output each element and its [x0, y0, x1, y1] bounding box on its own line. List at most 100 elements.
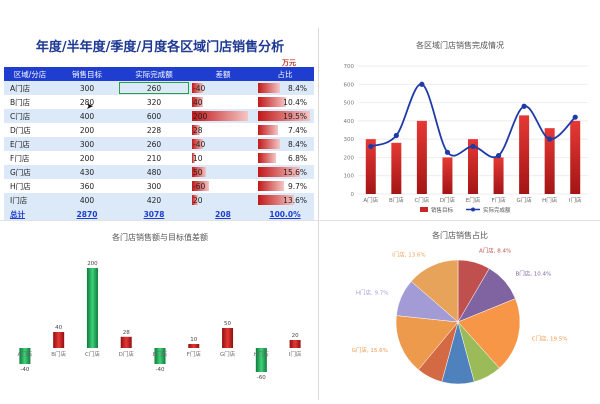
- cell-diff[interactable]: 28: [190, 123, 256, 137]
- table-row[interactable]: B门店 280 320 40 10.4%: [4, 95, 314, 109]
- cell-actual[interactable]: 228: [118, 123, 190, 137]
- total-label[interactable]: 总计: [4, 207, 56, 221]
- cell-pct[interactable]: 8.4%: [256, 81, 314, 95]
- share-chart-title: 各门店销售占比: [432, 230, 488, 240]
- cell-target[interactable]: 280: [56, 95, 118, 109]
- total-pct[interactable]: 100.0%: [256, 207, 314, 221]
- share-chart-panel[interactable]: 各门店销售占比 A门店, 8.4% B门店, 10.4% C门店, 19.5% G门店,…: [320, 222, 600, 400]
- x-tick-label: D门店: [119, 350, 135, 358]
- y-tick-label: 100: [344, 174, 355, 180]
- header-diff[interactable]: 差额: [190, 67, 256, 81]
- table-row[interactable]: A门店 300 260 -40 8.4%: [4, 81, 314, 95]
- cell-target[interactable]: 400: [56, 193, 118, 207]
- cell-store[interactable]: F门店: [4, 151, 56, 165]
- cell-store[interactable]: B门店: [4, 95, 56, 109]
- y-tick-label: 700: [344, 64, 355, 70]
- pct-databar: [258, 195, 295, 205]
- cell-target[interactable]: 400: [56, 109, 118, 123]
- cell-pct[interactable]: 8.4%: [256, 137, 314, 151]
- table-row[interactable]: I门店 400 420 20 13.6%: [4, 193, 314, 207]
- cell-pct[interactable]: 7.4%: [256, 123, 314, 137]
- total-diff[interactable]: 208: [190, 207, 256, 221]
- completion-chart-panel[interactable]: 各区域门店销售完成情况 0 100 200 300 400 500 600 700 A门店 B门店 C…: [320, 0, 600, 222]
- cell-store[interactable]: C门店: [4, 109, 56, 123]
- target-bar: [442, 157, 453, 194]
- table-row[interactable]: D门店 200 228 28 7.4%: [4, 123, 314, 137]
- cell-diff[interactable]: -60: [190, 179, 256, 193]
- pct-databar: [258, 125, 278, 135]
- table-row[interactable]: G门店 430 480 50 15.6%: [4, 165, 314, 179]
- cell-pct[interactable]: 15.6%: [256, 165, 314, 179]
- cell-actual[interactable]: 420: [118, 193, 190, 207]
- x-tick-label: D门店: [440, 196, 456, 204]
- pie-data-label: B门店, 10.4%: [515, 270, 551, 278]
- cell-pct[interactable]: 6.8%: [256, 151, 314, 165]
- difference-data-label: 28: [123, 330, 130, 336]
- cell-store[interactable]: E门店: [4, 137, 56, 151]
- target-bar: [468, 139, 478, 194]
- cell-pct-value: 13.6%: [283, 195, 307, 205]
- cell-actual[interactable]: 600: [118, 109, 190, 123]
- cell-diff-value: -40: [193, 139, 206, 149]
- cell-pct[interactable]: 10.4%: [256, 95, 314, 109]
- actual-point: [393, 132, 399, 139]
- difference-data-label: -60: [257, 375, 266, 381]
- cell-diff[interactable]: -40: [190, 81, 256, 95]
- actual-point: [368, 143, 374, 150]
- cell-target[interactable]: 430: [56, 165, 118, 179]
- header-store[interactable]: 区域/分店: [4, 67, 56, 81]
- cell-target[interactable]: 200: [56, 151, 118, 165]
- cell-store[interactable]: D门店: [4, 123, 56, 137]
- actual-point: [444, 149, 451, 155]
- target-bar: [493, 157, 504, 194]
- cell-diff[interactable]: 20: [190, 193, 256, 207]
- cell-target[interactable]: 360: [56, 179, 118, 193]
- difference-chart-panel[interactable]: 各门店销售额与目标值差额 -40 A门店 40 B门店 200 C门店 28 D门店 -40 E门店…: [0, 222, 320, 400]
- diff-databar: [192, 97, 204, 107]
- panel-divider-horizontal: [0, 220, 600, 221]
- table-row[interactable]: H门店 360 300 -60 9.7%: [4, 179, 314, 193]
- table-total-row[interactable]: 总计 2870 3078 208 100.0%: [4, 207, 314, 221]
- cell-pct[interactable]: 13.6%: [256, 193, 314, 207]
- total-target[interactable]: 2870: [56, 207, 118, 221]
- cell-diff-value: 200: [193, 111, 208, 121]
- cell-target[interactable]: 300: [56, 137, 118, 151]
- table-row[interactable]: C门店 400 600 200 19.5%: [4, 109, 314, 123]
- cell-target[interactable]: 300: [56, 81, 118, 95]
- cell-actual[interactable]: 260: [118, 81, 190, 95]
- y-tick-label: 200: [344, 155, 355, 161]
- cell-store[interactable]: A门店: [4, 81, 56, 95]
- difference-bar: [289, 340, 301, 348]
- x-tick-label: G门店: [516, 196, 532, 204]
- target-bar: [416, 120, 427, 194]
- actual-point: [419, 81, 425, 87]
- cell-actual[interactable]: 300: [118, 179, 190, 193]
- cell-pct[interactable]: 19.5%: [256, 109, 314, 123]
- x-tick-label: H门店: [542, 196, 558, 204]
- cell-diff[interactable]: 200: [190, 109, 256, 123]
- cell-store[interactable]: H门店: [4, 179, 56, 193]
- header-target[interactable]: 销售目标: [56, 67, 118, 81]
- header-pct[interactable]: 占比: [256, 67, 314, 81]
- actual-point: [470, 143, 476, 150]
- difference-bar: [120, 336, 132, 348]
- cell-pct[interactable]: 9.7%: [256, 179, 314, 193]
- table-row[interactable]: E门店 300 260 -40 8.4%: [4, 137, 314, 151]
- table-row[interactable]: F门店 200 210 10 6.8%: [4, 151, 314, 165]
- cell-actual[interactable]: 320: [118, 95, 190, 109]
- cell-target[interactable]: 200: [56, 123, 118, 137]
- diff-databar: [192, 167, 206, 177]
- cell-actual[interactable]: 210: [118, 151, 190, 165]
- total-actual[interactable]: 3078: [118, 207, 190, 221]
- cell-store[interactable]: I门店: [4, 193, 56, 207]
- cell-diff[interactable]: 10: [190, 151, 256, 165]
- cell-diff[interactable]: 50: [190, 165, 256, 179]
- cell-diff[interactable]: -40: [190, 137, 256, 151]
- cell-actual[interactable]: 480: [118, 165, 190, 179]
- cell-store[interactable]: G门店: [4, 165, 56, 179]
- cell-actual[interactable]: 260: [118, 137, 190, 151]
- cell-diff[interactable]: 40: [190, 95, 256, 109]
- header-actual[interactable]: 实际完成额: [118, 67, 190, 81]
- actual-point: [495, 153, 502, 159]
- cell-pct-value: 9.7%: [287, 181, 307, 191]
